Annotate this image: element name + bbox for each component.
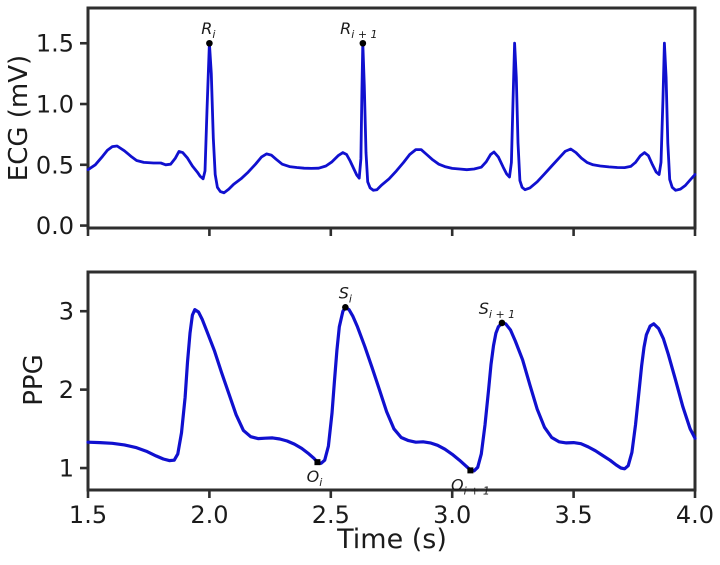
annotation-Ri: Ri xyxy=(201,19,215,41)
ecg-y-axis-label: ECG (mV) xyxy=(4,54,34,182)
ppg-svg: 1.5 2.0 2.5 3.0 3.5 4.0 1 2 3 Si Si + 1 Oi Oi + 1 xyxy=(59,270,714,529)
x-axis-label: Time (s) xyxy=(337,524,447,555)
ecg-y-tick-label: 0.0 xyxy=(36,212,74,240)
ecg-y-tick-label: 0.5 xyxy=(36,151,74,179)
ppg-x-tick-label: 3.5 xyxy=(555,501,593,529)
ecg-waveform-line xyxy=(86,41,697,195)
annotation-Oi1: Oi + 1 xyxy=(451,475,490,497)
annotation-Ri1: Ri + 1 xyxy=(340,19,377,41)
ecg-y-tick-label: 1.5 xyxy=(36,30,74,58)
marker-Si1 xyxy=(498,319,506,327)
ppg-x-tick-label: 3.0 xyxy=(433,501,471,529)
ppg-waveform-line xyxy=(86,305,697,473)
annotation-Si1: Si + 1 xyxy=(479,299,515,321)
ecg-svg: 0.0 0.5 1.0 1.5 Ri Ri + 1 xyxy=(36,6,697,240)
ppg-y-tick-label: 1 xyxy=(59,455,74,483)
marker-Oi xyxy=(314,459,321,466)
ppg-y-tick-label: 3 xyxy=(59,298,74,326)
ecg-y-tick-label: 1.0 xyxy=(36,91,74,119)
marker-Ri1 xyxy=(359,39,367,47)
ppg-y-axis-label: PPG xyxy=(19,354,49,406)
marker-Ri xyxy=(206,39,213,47)
ecg-frame xyxy=(86,6,697,230)
ppg-x-tick-label: 2.5 xyxy=(312,501,350,529)
ppg-x-tick-label: 4.0 xyxy=(676,501,714,529)
ppg-x-tick-label: 1.5 xyxy=(69,501,107,529)
annotation-Si: Si xyxy=(339,283,352,305)
ppg-x-tick-label: 2.0 xyxy=(190,501,228,529)
marker-Oi1 xyxy=(467,467,474,474)
ppg-y-tick-label: 2 xyxy=(59,376,74,404)
marker-Si xyxy=(342,303,349,311)
ppg-frame xyxy=(86,270,697,492)
annotation-Oi: Oi xyxy=(307,467,323,489)
